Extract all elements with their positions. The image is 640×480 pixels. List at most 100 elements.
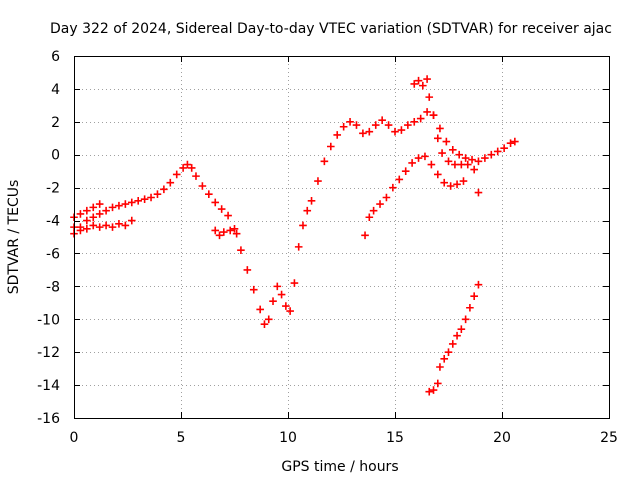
series-5 [361, 152, 468, 240]
data-point [211, 198, 220, 207]
y-tick-label: 4 [51, 82, 60, 98]
data-point [461, 154, 470, 162]
data-point [391, 127, 399, 136]
data-point [463, 160, 472, 169]
data-point [290, 279, 299, 287]
data-point [423, 75, 431, 83]
data-point [277, 290, 286, 299]
data-point [453, 331, 461, 340]
data-point [192, 172, 200, 180]
data-point [115, 220, 123, 228]
data-point [282, 302, 290, 310]
data-point [470, 165, 478, 174]
y-tick-labels: -16 -14 -12 -10 -8 -6 -4 -2 0 2 4 6 [37, 49, 60, 427]
data-point [442, 137, 451, 146]
data-point [376, 200, 384, 208]
data-point [414, 154, 423, 162]
series-1 [70, 216, 136, 235]
data-point [451, 160, 459, 169]
data-point [457, 160, 466, 169]
data-point [249, 285, 258, 294]
data-point [397, 126, 406, 134]
x-tick-label: 5 [177, 430, 186, 446]
data-point [102, 206, 110, 215]
data-point [179, 164, 187, 172]
data-point [384, 121, 393, 129]
data-point [140, 195, 149, 203]
data-point [395, 175, 404, 184]
data-point [243, 266, 252, 274]
data-point [421, 152, 429, 161]
data-point [444, 348, 453, 356]
data-point [102, 221, 110, 230]
data-point [76, 210, 85, 218]
data-point [286, 307, 294, 315]
data-point [414, 76, 423, 85]
x-tick-label: 10 [279, 430, 297, 446]
data-point [436, 124, 444, 133]
data-point [359, 129, 367, 138]
x-tick-label: 20 [493, 430, 511, 446]
data-point [436, 363, 444, 371]
data-point [371, 121, 380, 129]
y-tick-label: -10 [37, 312, 60, 328]
data-point [425, 387, 434, 396]
data-marks [70, 75, 519, 396]
data-point [434, 379, 442, 388]
data-point [172, 170, 181, 179]
data-point [89, 221, 98, 230]
data-point [481, 154, 489, 162]
data-point [333, 131, 342, 139]
x-tick-label: 0 [70, 430, 79, 446]
data-point [273, 282, 282, 291]
data-point [438, 149, 446, 157]
data-point [121, 221, 130, 230]
data-point [408, 159, 416, 167]
data-point [198, 182, 207, 190]
data-point [419, 81, 427, 90]
data-point [457, 325, 466, 333]
x-axis-title: GPS time / hours [281, 459, 398, 475]
data-point [346, 118, 354, 126]
data-point [226, 226, 235, 235]
data-point [425, 93, 434, 101]
y-tick-label: 6 [51, 49, 60, 65]
data-point [95, 210, 104, 218]
data-point [230, 224, 239, 233]
data-point [294, 243, 303, 251]
data-point [237, 246, 245, 254]
series-0 [70, 108, 519, 329]
data-point [423, 108, 431, 116]
data-point [205, 190, 213, 199]
data-point [365, 213, 374, 222]
data-point [468, 155, 476, 164]
y-tick-label: -8 [46, 279, 60, 295]
x-tick-label: 25 [600, 430, 618, 446]
series-7 [425, 280, 483, 396]
data-point [474, 280, 483, 289]
data-point [466, 303, 474, 312]
data-point [401, 167, 410, 175]
data-point [153, 190, 162, 199]
x-tick-labels: 0 5 10 15 20 25 [70, 430, 618, 446]
y-tick-label: -12 [37, 345, 60, 361]
series-3 [211, 226, 241, 240]
data-point [260, 320, 269, 329]
grid-lines [74, 56, 609, 418]
data-point [211, 226, 220, 235]
data-point [108, 223, 117, 231]
data-point [410, 118, 419, 126]
data-point [220, 228, 228, 236]
data-point [446, 182, 455, 190]
data-point [382, 193, 391, 202]
y-tick-label: -2 [46, 181, 60, 197]
data-point [459, 177, 468, 185]
data-point [134, 197, 142, 205]
data-point [76, 226, 85, 235]
data-point [369, 206, 378, 215]
data-point [95, 200, 104, 208]
data-point [232, 229, 241, 238]
data-point [461, 315, 470, 324]
data-point [127, 198, 136, 207]
